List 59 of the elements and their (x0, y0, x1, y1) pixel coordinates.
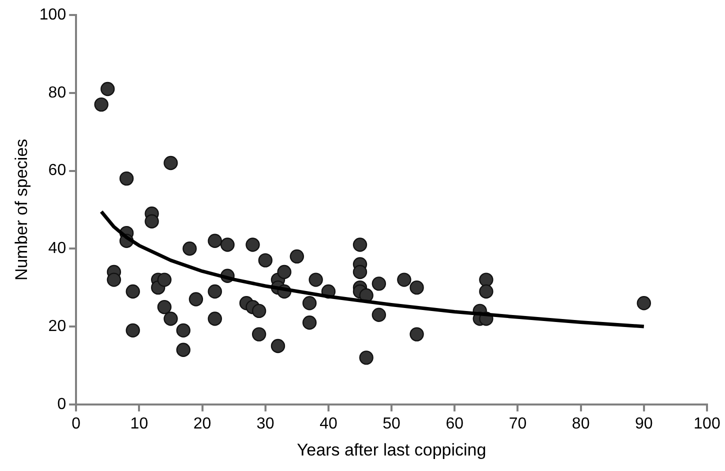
point (176, 342, 190, 357)
point (359, 350, 374, 365)
x-tick-label: 50 (382, 415, 401, 432)
point (252, 304, 266, 318)
point (308, 272, 323, 287)
point (302, 296, 317, 310)
point (100, 82, 115, 96)
point (208, 284, 222, 299)
point (352, 238, 368, 252)
y-tick-label: 0 (57, 396, 66, 413)
point (176, 323, 190, 338)
point (290, 249, 304, 264)
y-tick-label: 40 (48, 240, 66, 258)
point (352, 264, 368, 280)
point (252, 327, 266, 342)
x-tick-label: 100 (694, 415, 720, 432)
point (479, 284, 494, 299)
point (157, 300, 172, 314)
point (164, 312, 178, 326)
point (182, 242, 197, 256)
point (410, 327, 424, 342)
point (277, 264, 292, 280)
point (220, 238, 235, 252)
x-tick-label: 60 (446, 415, 464, 432)
point (144, 214, 159, 228)
y-tick-label: 80 (48, 84, 66, 102)
x-tick-label: 0 (72, 415, 81, 432)
point (397, 272, 412, 287)
point (188, 292, 204, 306)
point (157, 272, 172, 287)
point (479, 272, 494, 287)
point (246, 238, 260, 252)
point (164, 156, 178, 170)
point (106, 272, 122, 287)
point (208, 312, 222, 326)
point (258, 253, 272, 268)
x-tick-label: 20 (193, 415, 212, 432)
x-tick-label: 10 (130, 415, 148, 432)
point (372, 276, 386, 291)
x-tick-label: 80 (572, 415, 590, 432)
x-tick-label: 40 (320, 415, 338, 432)
y-tick-label: 100 (39, 6, 66, 24)
y-axis-title: Number of species (12, 138, 31, 281)
y-tick-label: 20 (48, 318, 66, 335)
point (208, 234, 222, 248)
x-tick-label: 70 (508, 415, 527, 432)
point (270, 338, 286, 354)
point (372, 308, 386, 322)
point (636, 296, 652, 310)
x-tick-label: 90 (635, 415, 653, 432)
point (126, 323, 140, 338)
x-tick-label: 30 (256, 415, 274, 432)
point (302, 316, 317, 330)
point (94, 97, 108, 112)
x-axis-title: Years after last coppicing (296, 440, 486, 460)
y-tick-label: 60 (48, 162, 66, 180)
point (126, 284, 140, 299)
point (119, 171, 134, 186)
point (410, 280, 424, 295)
